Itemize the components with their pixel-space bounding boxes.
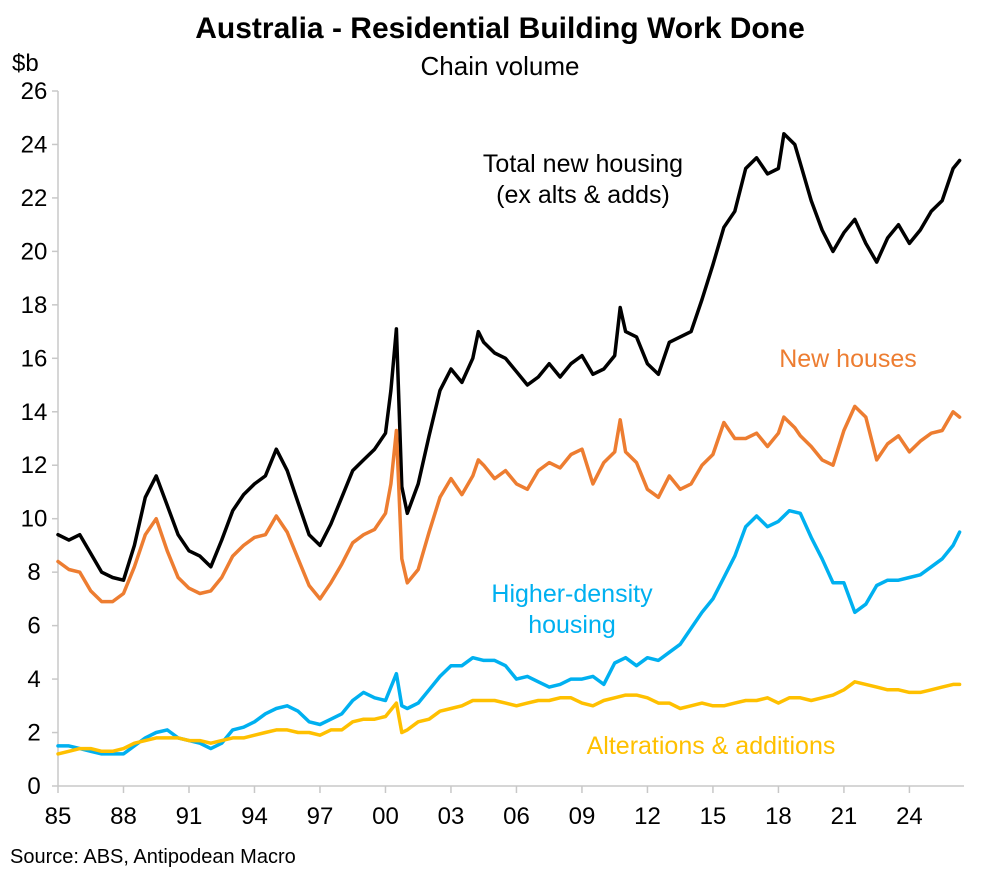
higher-density-housing-label: housing — [528, 611, 616, 639]
x-axis: 85 88 91 94 97 00 03 06 09 12 15 18 21 24 — [45, 785, 964, 830]
x-tick-label: 91 — [176, 803, 203, 830]
higher-density-housing-line — [56, 508, 962, 756]
y-tick-label: 0 — [27, 773, 40, 800]
series-lines — [56, 132, 962, 756]
y-tick-label: 22 — [21, 185, 48, 212]
x-tick-label: 88 — [110, 803, 137, 830]
y-tick-label: 24 — [21, 131, 48, 158]
x-tick-label: 97 — [307, 803, 334, 830]
higher-density-housing-label: Higher-density — [491, 580, 653, 608]
x-tick-label: 06 — [503, 803, 530, 830]
y-tick-label: 2 — [27, 720, 40, 747]
y-tick-label: 10 — [21, 506, 48, 533]
y-tick-label: 14 — [21, 399, 48, 426]
total-new-housing-label: Total new housing — [483, 150, 683, 178]
y-tick-label: 16 — [21, 345, 48, 372]
y-tick-label: 4 — [27, 666, 40, 693]
x-tick-label: 15 — [700, 803, 727, 830]
total-new-housing-line — [56, 132, 962, 582]
new-houses-line — [56, 404, 962, 604]
y-tick-label: 12 — [21, 452, 48, 479]
series-annotations: Total new housing (ex alts & adds) New hou… — [483, 150, 917, 760]
chart-subtitle: Chain volume — [421, 51, 580, 81]
y-axis-unit-label: $b — [12, 50, 39, 77]
x-tick-label: 12 — [634, 803, 661, 830]
y-tick-label: 18 — [21, 292, 48, 319]
x-tick-label: 09 — [569, 803, 596, 830]
new-houses-label: New houses — [779, 345, 917, 373]
x-tick-label: 24 — [896, 803, 923, 830]
alterations-additions-line — [56, 680, 962, 756]
x-tick-label: 03 — [438, 803, 465, 830]
source-note: Source: ABS, Antipodean Macro — [10, 846, 296, 868]
x-tick-label: 94 — [241, 803, 268, 830]
y-tick-label: 20 — [21, 238, 48, 265]
x-tick-label: 21 — [831, 803, 858, 830]
x-tick-label: 18 — [765, 803, 792, 830]
y-tick-label: 8 — [27, 559, 40, 586]
y-tick-label: 26 — [21, 78, 48, 105]
alterations-additions-label: Alterations & additions — [587, 732, 836, 760]
chart-title: Australia - Residential Building Work Do… — [195, 12, 805, 45]
total-new-housing-label: (ex alts & adds) — [496, 181, 670, 209]
x-tick-label: 00 — [372, 803, 399, 830]
y-tick-label: 6 — [27, 613, 40, 640]
x-tick-label: 85 — [45, 803, 72, 830]
